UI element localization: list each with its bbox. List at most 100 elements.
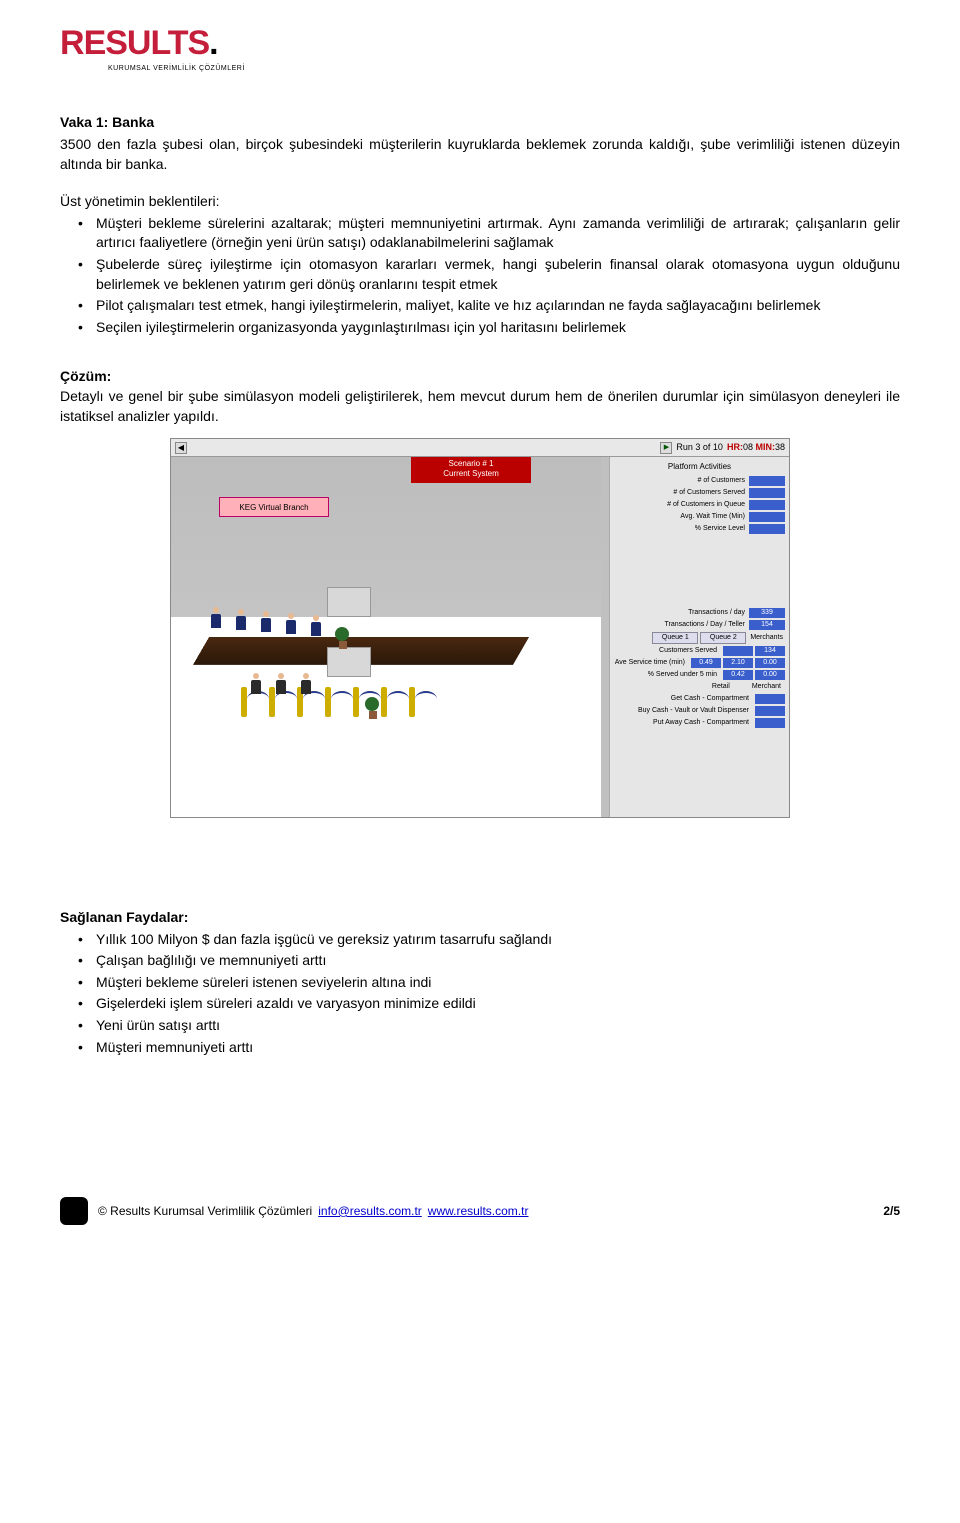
metric-value: 339 [749, 608, 785, 618]
metric-value: 0.42 [723, 670, 753, 680]
metric-label: Put Away Cash - Compartment [614, 718, 753, 728]
run-status: Run 3 of 10 [676, 441, 723, 454]
list-item: Çalışan bağlılığı ve memnuniyeti arttı [60, 951, 900, 971]
metric-value [755, 694, 785, 704]
logo-text: RESULTS. [60, 20, 900, 68]
metric-row: # of Customers [614, 476, 785, 486]
sim-toolbar: ◀ ▶ Run 3 of 10 HR:08 MIN:38 [171, 439, 789, 457]
list-item: Seçilen iyileştirmelerin organizasyonda … [60, 318, 900, 338]
list-item: Yeni ürün satışı arttı [60, 1016, 900, 1036]
list-item: Pilot çalışmaları test etmek, hangi iyil… [60, 296, 900, 316]
metric-label: % Service Level [614, 524, 749, 534]
rope-post [269, 687, 275, 717]
metric-value [755, 706, 785, 716]
page-footer: © Results Kurumsal Verimlilik Çözümleri … [60, 1197, 900, 1225]
queue-buttons: Queue 1 Queue 2 Merchants [614, 632, 785, 644]
footer-email-link[interactable]: info@results.com.tr [318, 1203, 422, 1220]
rope-post [381, 687, 387, 717]
logo-rest: ESULTS [84, 24, 210, 62]
scenario-line1: Scenario # 1 [411, 459, 531, 469]
list-item: Yıllık 100 Milyon $ dan fazla işgücü ve … [60, 930, 900, 950]
metric-row: # of Customers Served [614, 488, 785, 498]
sim-clock: HR:08 MIN:38 [727, 441, 785, 454]
scenario-banner: Scenario # 1 Current System [411, 457, 531, 483]
benefits-list: Yıllık 100 Milyon $ dan fazla işgücü ve … [60, 930, 900, 1058]
expectations-list: Müşteri bekleme sürelerini azaltarak; mü… [60, 214, 900, 338]
metric-value [749, 524, 785, 534]
list-item: Gişelerdeki işlem süreleri azaldı ve var… [60, 994, 900, 1014]
footer-copyright: © Results Kurumsal Verimlilik Çözümleri [98, 1203, 312, 1220]
page-number: 2/5 [883, 1203, 900, 1220]
metric-value [749, 500, 785, 510]
metrics-panel: Platform Activities # of Customers # of … [609, 457, 789, 817]
metric-value: 0.00 [755, 658, 785, 668]
footer-url-link[interactable]: www.results.com.tr [428, 1203, 529, 1220]
panel-title: Platform Activities [614, 461, 785, 472]
teller-figure [236, 609, 246, 633]
queue1-button[interactable]: Queue 1 [652, 632, 698, 644]
header-logo: RESULTS. KURUMSAL VERİMLİLİK ÇÖZÜMLERİ [60, 20, 900, 73]
metric-row: Ave Service time (min)0.492.100.00 [614, 658, 785, 668]
metric-value: 2.10 [723, 658, 753, 668]
metric-row: # of Customers in Queue [614, 500, 785, 510]
metric-label: % Served under 5 min [614, 670, 721, 680]
simulation-screenshot: ◀ ▶ Run 3 of 10 HR:08 MIN:38 Scenario # … [170, 438, 790, 818]
metric-row: % Served under 5 min0.420.00 [614, 670, 785, 680]
customer-figure [301, 673, 311, 697]
logo-dot: . [209, 24, 217, 62]
metric-label: Transactions / Day / Teller [614, 620, 749, 630]
list-item: Müşteri bekleme süreleri istenen seviyel… [60, 973, 900, 993]
merchants-label: Merchants [748, 633, 785, 643]
customer-figure [251, 673, 261, 697]
metric-value [723, 646, 753, 656]
metric-row: % Service Level [614, 524, 785, 534]
plant-icon [335, 627, 351, 649]
metric-value: 0.49 [691, 658, 721, 668]
scenario-line2: Current System [411, 469, 531, 479]
metric-value: 0.00 [755, 670, 785, 680]
metric-label: Avg. Wait Time (Min) [614, 512, 749, 522]
metric-label: # of Customers in Queue [614, 500, 749, 510]
metric-value [755, 718, 785, 728]
teller-figure [211, 607, 221, 631]
metric-row: Transactions / day339 [614, 608, 785, 618]
metric-label: # of Customers Served [614, 488, 749, 498]
metric-value [749, 476, 785, 486]
metric-row: Customers Served134 [614, 646, 785, 656]
back-arrow-icon[interactable]: ◀ [175, 442, 187, 454]
list-item: Şubelerde süreç iyileştirme için otomasy… [60, 255, 900, 294]
hr-label: HR: [727, 442, 743, 452]
case-description: 3500 den fazla şubesi olan, birçok şubes… [60, 135, 900, 174]
teller-figure [286, 613, 296, 637]
rope-post [353, 687, 359, 717]
metric-row: Put Away Cash - Compartment [614, 718, 785, 728]
metric-row: Transactions / Day / Teller154 [614, 620, 785, 630]
min-label: MIN: [755, 442, 775, 452]
footer-box-icon [60, 1197, 88, 1225]
solution-label: Çözüm: [60, 368, 111, 384]
desk [327, 647, 371, 677]
solution-text: Detaylı ve genel bir şube simülasyon mod… [60, 387, 900, 426]
metric-value [749, 512, 785, 522]
customer-figure [276, 673, 286, 697]
sim-body: Scenario # 1 Current System KEG Virtual … [171, 457, 789, 817]
metric-row: Get Cash - Compartment [614, 694, 785, 704]
metric-value [749, 488, 785, 498]
metric-label: Customers Served [614, 646, 721, 656]
teller-figure [261, 611, 271, 635]
metric-label: Buy Cash - Vault or Vault Dispenser [614, 706, 753, 716]
branch-label: KEG Virtual Branch [219, 497, 329, 517]
queue2-button[interactable]: Queue 2 [700, 632, 746, 644]
rope-post [409, 687, 415, 717]
list-item: Müşteri bekleme sürelerini azaltarak; mü… [60, 214, 900, 253]
metric-label: # of Customers [614, 476, 749, 486]
play-icon[interactable]: ▶ [660, 442, 672, 454]
branch-floor [181, 577, 581, 797]
metric-label: Get Cash - Compartment [614, 694, 753, 704]
rope-post [241, 687, 247, 717]
plant-icon [365, 697, 381, 719]
metric-value: 154 [749, 620, 785, 630]
expectations-label: Üst yönetimin beklentileri: [60, 192, 900, 212]
min-value: 38 [775, 442, 785, 452]
rope-post [325, 687, 331, 717]
